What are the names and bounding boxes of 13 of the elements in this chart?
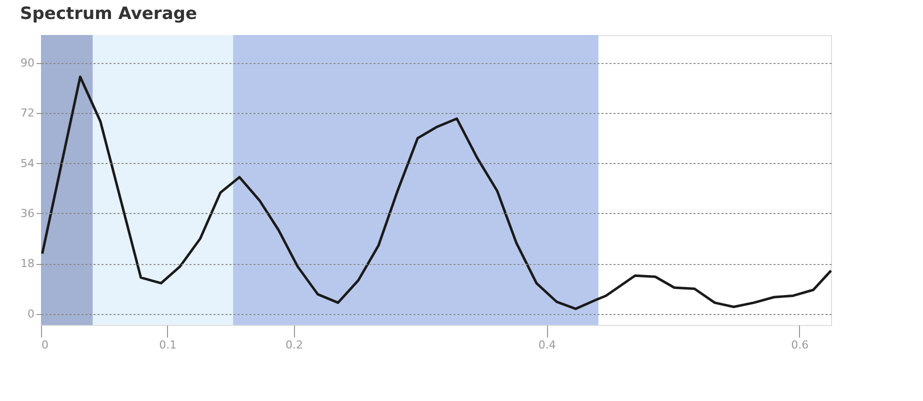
x-tick-label: 0.4 (538, 338, 556, 352)
x-tick-label: 0.6 (791, 338, 809, 352)
y-tick-label: 72 (20, 106, 34, 120)
chart-title: Spectrum Average (20, 4, 197, 24)
y-tick-label: 0 (28, 307, 34, 320)
line-series (41, 76, 832, 310)
x-tick-label: 0 (42, 338, 48, 352)
x-tick-label: 0.1 (159, 338, 177, 352)
x-tick-label: 0.2 (286, 338, 304, 352)
y-tick-label: 54 (20, 156, 34, 170)
y-tick-label: 36 (20, 206, 34, 220)
y-tick-label: 18 (20, 257, 34, 270)
y-tick-label: 90 (20, 56, 34, 70)
